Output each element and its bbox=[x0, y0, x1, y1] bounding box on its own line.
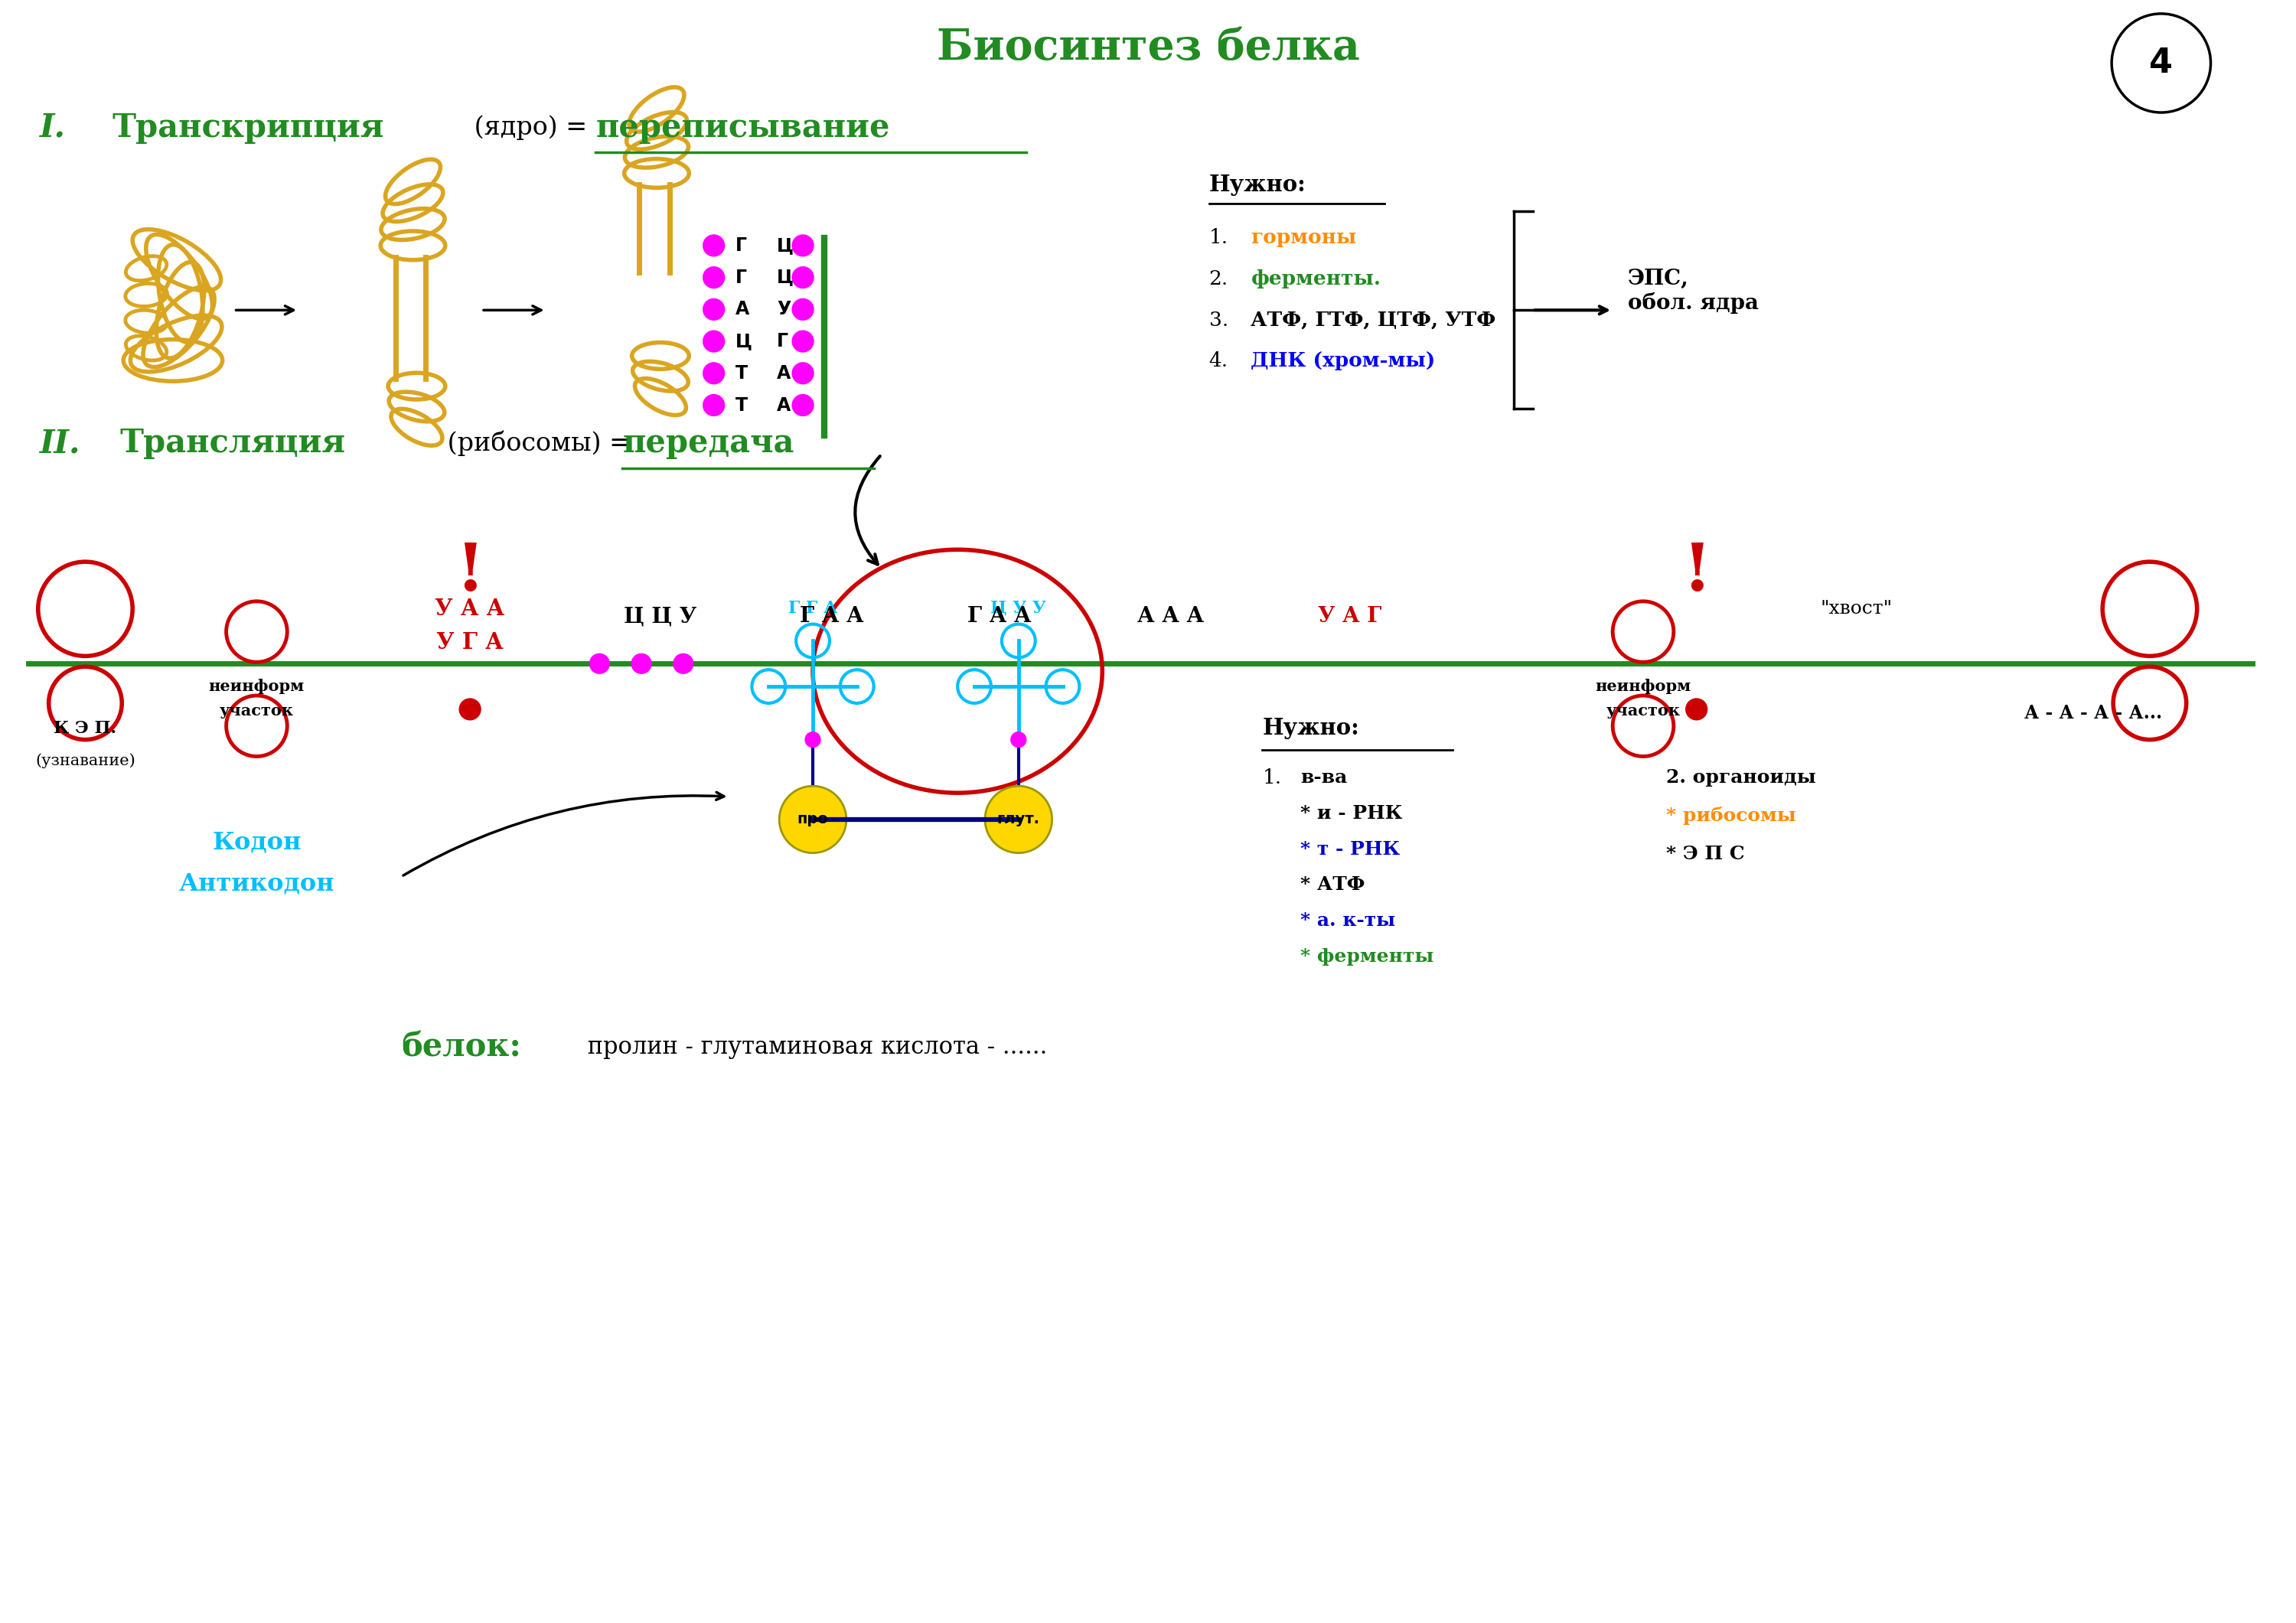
Text: У: У bbox=[776, 300, 792, 318]
Text: глут.: глут. bbox=[996, 812, 1040, 826]
Text: белок:: белок: bbox=[402, 1032, 521, 1063]
Text: I.: I. bbox=[39, 112, 67, 144]
Circle shape bbox=[1685, 698, 1708, 721]
Text: пролин - глутаминовая кислота - ......: пролин - глутаминовая кислота - ...... bbox=[581, 1035, 1047, 1060]
Text: Г А А: Г А А bbox=[967, 605, 1031, 626]
Text: А А А: А А А bbox=[1137, 605, 1203, 626]
Text: Кодон: Кодон bbox=[211, 831, 301, 854]
Text: 1.: 1. bbox=[1210, 229, 1228, 247]
Text: * рибосомы: * рибосомы bbox=[1667, 807, 1795, 824]
Text: К Э П.: К Э П. bbox=[53, 721, 117, 737]
Text: * и - РНК: * и - РНК bbox=[1300, 805, 1403, 823]
Text: А: А bbox=[735, 300, 748, 318]
Text: Нужно:: Нужно: bbox=[1210, 174, 1306, 196]
Circle shape bbox=[792, 266, 813, 289]
Text: Ц: Ц bbox=[735, 333, 751, 351]
Text: Трансляция: Трансляция bbox=[119, 427, 344, 459]
Text: !: ! bbox=[1683, 540, 1711, 604]
Text: У Г А: У Г А bbox=[436, 631, 503, 654]
Text: передача: передача bbox=[622, 427, 794, 459]
Circle shape bbox=[631, 654, 652, 674]
Circle shape bbox=[1010, 732, 1026, 747]
Text: участок: участок bbox=[1605, 703, 1681, 719]
Text: * т - РНК: * т - РНК bbox=[1300, 841, 1401, 859]
Circle shape bbox=[703, 299, 726, 320]
Text: ферменты.: ферменты. bbox=[1251, 269, 1380, 289]
Text: У А А: У А А bbox=[434, 597, 505, 620]
Text: ЭПС,
обол. ядра: ЭПС, обол. ядра bbox=[1628, 268, 1759, 313]
Text: (ядро) =: (ядро) = bbox=[466, 115, 595, 140]
Circle shape bbox=[778, 786, 847, 854]
Text: (рибосомы) =: (рибосомы) = bbox=[439, 430, 638, 456]
Text: Т: Т bbox=[735, 364, 748, 383]
Text: Т: Т bbox=[735, 396, 748, 414]
Text: Г: Г bbox=[776, 333, 788, 351]
Text: * ферменты: * ферменты bbox=[1300, 948, 1435, 966]
Text: Антикодон: Антикодон bbox=[179, 872, 335, 896]
Circle shape bbox=[985, 786, 1052, 854]
Text: Биосинтез белка: Биосинтез белка bbox=[937, 28, 1359, 68]
Circle shape bbox=[806, 732, 820, 747]
Text: !: ! bbox=[455, 540, 484, 604]
Text: гормоны: гормоны bbox=[1251, 229, 1357, 247]
Text: Г: Г bbox=[735, 237, 746, 255]
Circle shape bbox=[703, 331, 726, 352]
Text: 2.: 2. bbox=[1210, 269, 1228, 289]
Text: Г: Г bbox=[735, 268, 746, 287]
Text: У А Г: У А Г bbox=[1318, 605, 1382, 626]
Text: 4: 4 bbox=[2149, 47, 2172, 80]
Text: неинформ: неинформ bbox=[209, 678, 305, 695]
Text: Транскрипция: Транскрипция bbox=[113, 112, 383, 144]
Text: * а. к-ты: * а. к-ты bbox=[1300, 912, 1396, 930]
Circle shape bbox=[703, 362, 726, 385]
Text: Г А А: Г А А bbox=[799, 605, 863, 626]
Text: участок: участок bbox=[220, 703, 294, 719]
Text: А: А bbox=[776, 364, 792, 383]
Text: А - А - А - А...: А - А - А - А... bbox=[2025, 704, 2163, 722]
Text: II.: II. bbox=[39, 427, 80, 459]
Circle shape bbox=[459, 698, 480, 721]
Text: 3.: 3. bbox=[1210, 310, 1228, 329]
Text: Ц: Ц bbox=[776, 268, 794, 287]
Text: АТФ, ГТФ, ЦТФ, УТФ: АТФ, ГТФ, ЦТФ, УТФ bbox=[1251, 310, 1497, 329]
Text: 1.: 1. bbox=[1263, 768, 1281, 787]
Text: Нужно:: Нужно: bbox=[1263, 717, 1359, 740]
Circle shape bbox=[792, 331, 813, 352]
Text: * АТФ: * АТФ bbox=[1300, 876, 1366, 894]
Text: * Э П С: * Э П С bbox=[1667, 844, 1745, 863]
Text: Ц У У: Ц У У bbox=[990, 601, 1047, 617]
Text: ДНК (хром-мы): ДНК (хром-мы) bbox=[1251, 352, 1435, 370]
Text: в-ва: в-ва bbox=[1300, 768, 1348, 787]
Circle shape bbox=[792, 235, 813, 256]
Circle shape bbox=[703, 235, 726, 256]
Circle shape bbox=[673, 654, 693, 674]
Text: неинформ: неинформ bbox=[1596, 678, 1692, 695]
Text: Ц: Ц bbox=[776, 237, 794, 255]
Circle shape bbox=[792, 394, 813, 415]
Text: А: А bbox=[776, 396, 792, 414]
Text: 2. органоиды: 2. органоиды bbox=[1667, 768, 1816, 787]
Text: переписывание: переписывание bbox=[595, 112, 891, 144]
Text: про: про bbox=[797, 812, 829, 826]
Circle shape bbox=[792, 299, 813, 320]
Text: Ц Ц У: Ц Ц У bbox=[625, 605, 698, 626]
Circle shape bbox=[590, 654, 608, 674]
Text: 4.: 4. bbox=[1210, 352, 1228, 370]
Text: "хвост": "хвост" bbox=[1821, 601, 1892, 618]
Circle shape bbox=[703, 266, 726, 289]
Text: Г Г А: Г Г А bbox=[788, 601, 838, 617]
Circle shape bbox=[792, 362, 813, 385]
Circle shape bbox=[703, 394, 726, 415]
Text: (узнавание): (узнавание) bbox=[34, 753, 135, 768]
